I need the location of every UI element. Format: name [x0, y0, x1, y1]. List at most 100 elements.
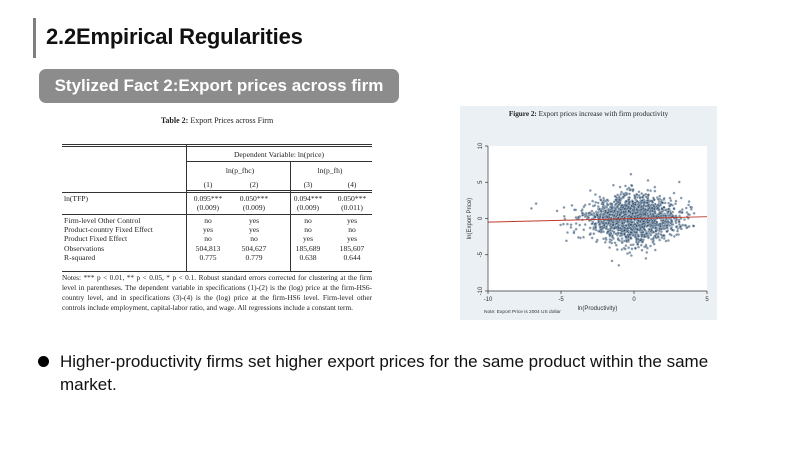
table-cell: no	[204, 234, 212, 243]
scatter-point	[656, 223, 660, 227]
table-rule-top-2	[62, 146, 372, 147]
table-cell: yes	[202, 225, 214, 234]
table-cell: no	[204, 216, 212, 225]
group1-header: ln(p_fhc)	[225, 166, 255, 175]
scatter-point	[599, 228, 603, 232]
scatter-point	[605, 215, 609, 219]
scatter-point	[630, 220, 634, 224]
scatter-point	[618, 185, 622, 189]
table-cell: 0.638	[299, 253, 317, 262]
scatter-point	[618, 239, 621, 242]
scatter-point	[674, 202, 677, 206]
scatter-point	[629, 231, 633, 234]
scatter-point	[649, 244, 652, 248]
scatter-point	[617, 203, 621, 206]
scatter-point	[610, 202, 614, 206]
scatter-point	[654, 229, 658, 233]
scatter-point	[615, 248, 619, 251]
bullet-text: Higher-productivity firms set higher exp…	[60, 352, 709, 394]
scatter-point	[598, 207, 602, 211]
scatter-point	[647, 236, 650, 240]
scatter-point	[653, 234, 657, 238]
scatter-point	[606, 221, 610, 225]
scatter-point	[583, 223, 587, 226]
y-tick-label: 0	[478, 216, 484, 220]
scatter-point	[684, 224, 688, 227]
scatter-point	[588, 189, 592, 192]
scatter-point	[598, 225, 602, 229]
scatter-point	[561, 222, 565, 226]
scatter-point	[622, 228, 626, 232]
table-cell: 185,607	[339, 244, 365, 253]
y-tick-label: -5	[478, 251, 484, 257]
table-cell: (0.009)	[196, 203, 220, 212]
scatter-point	[605, 205, 609, 209]
scatter-point	[593, 203, 597, 207]
scatter-point	[684, 206, 688, 210]
scatter-point	[652, 204, 656, 208]
table-cell: no	[250, 234, 258, 243]
scatter-point	[662, 205, 666, 209]
scatter-point	[644, 244, 648, 248]
regression-table: Table 2: Export Prices across Firm Depen…	[58, 110, 376, 342]
scatter-point	[646, 188, 650, 192]
scatter-point	[624, 224, 628, 228]
slide-title: 2.2Empirical Regularities	[46, 24, 303, 49]
scatter-point	[623, 232, 627, 236]
scatter-point	[653, 248, 657, 252]
scatter-point	[587, 216, 591, 220]
scatter-point	[614, 202, 618, 206]
scatter-point	[596, 201, 600, 205]
scatter-point	[611, 221, 615, 225]
scatter-point	[596, 210, 600, 214]
scatter-point	[562, 205, 566, 209]
scatter-point	[605, 198, 609, 202]
scatter-point	[603, 240, 607, 244]
scatter-point	[624, 199, 628, 203]
scatter-point	[676, 229, 679, 233]
scatter-point	[655, 196, 659, 199]
figure-note: Note: Export Price is 2004 US dollar	[484, 309, 561, 315]
table-cell: no	[348, 225, 356, 234]
table-cell: 504,627	[241, 244, 267, 253]
scatter-point	[643, 228, 647, 232]
scatter-point	[655, 220, 659, 224]
table-cell: yes	[248, 225, 260, 234]
scatter-point	[669, 227, 673, 231]
table-vrule-groups	[290, 162, 291, 271]
scatter-point	[627, 246, 631, 250]
scatter-point	[588, 202, 591, 206]
scatter-point	[672, 191, 676, 195]
scatter-point	[633, 222, 637, 226]
table-cell: 0.095***	[193, 194, 223, 203]
table-cell: 0.050***	[337, 194, 367, 203]
scatter-point	[656, 206, 660, 210]
scatter-point	[640, 248, 644, 252]
scatter-point	[643, 207, 647, 211]
table-row-label: Product Fixed Effect	[64, 234, 128, 243]
scatter-point	[647, 230, 650, 233]
scatter-point	[611, 183, 615, 187]
table-cell: no	[304, 216, 312, 225]
scatter-point	[630, 247, 634, 251]
stylized-fact-label: Stylized Fact 2:Export prices across fir…	[54, 76, 384, 95]
scatter-point	[606, 211, 610, 215]
scatter-point	[638, 196, 642, 200]
scatter-point	[529, 206, 533, 210]
scatter-point	[635, 208, 639, 212]
scatter-point	[625, 193, 628, 197]
scatter-point	[670, 219, 674, 223]
figure-caption-prefix: Figure 2:	[508, 110, 537, 118]
scatter-point	[663, 224, 666, 228]
scatter-point	[597, 220, 601, 224]
table-rule-top	[62, 144, 372, 145]
scatter-point	[609, 227, 612, 231]
scatter-point	[677, 220, 681, 224]
scatter-point	[652, 207, 656, 211]
scatter-point	[659, 233, 663, 237]
scatter-point	[594, 200, 598, 204]
scatter-point	[624, 210, 627, 214]
table-row-label: R-squared	[64, 253, 96, 262]
scatter-point	[628, 196, 631, 200]
scatter-point	[645, 250, 649, 254]
